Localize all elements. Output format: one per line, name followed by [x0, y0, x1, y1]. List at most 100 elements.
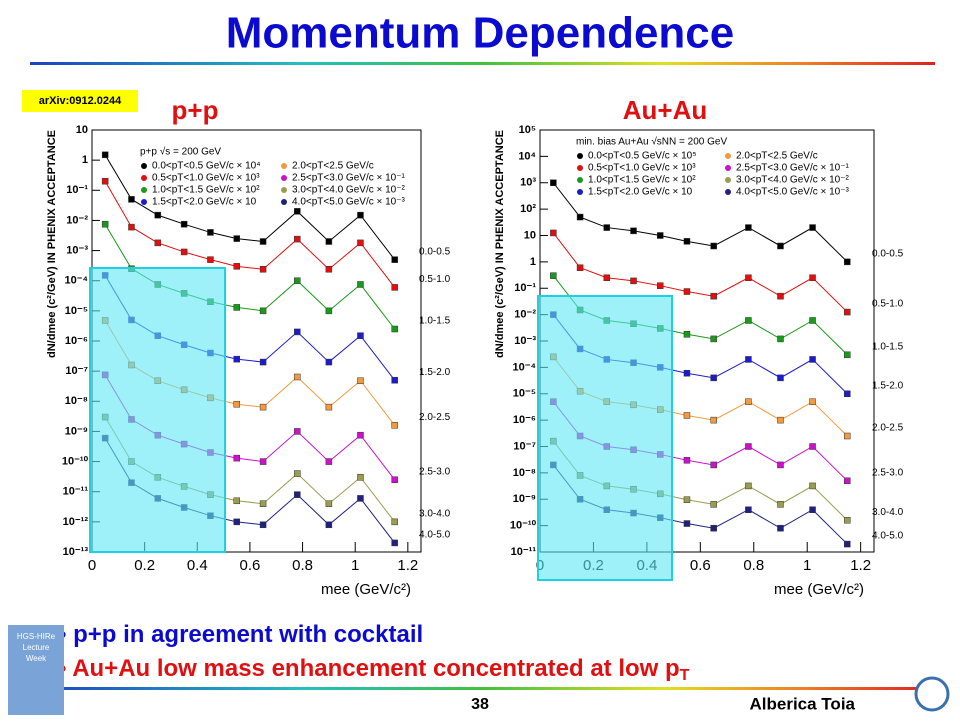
data-point	[259, 238, 267, 245]
data-point	[576, 264, 584, 271]
data-point	[683, 331, 691, 338]
data-point	[357, 431, 364, 439]
range-label: 4.0-5.0	[872, 531, 904, 542]
data-point	[777, 416, 784, 424]
data-point	[777, 501, 784, 508]
data-point	[844, 351, 851, 359]
data-point	[809, 224, 816, 231]
y-tick-label: 10⁻⁵	[513, 388, 536, 400]
data-point	[777, 524, 784, 532]
data-point	[154, 211, 162, 219]
data-point	[809, 317, 816, 324]
y-tick-label: 10	[76, 124, 88, 136]
legend-label: 1.5<pT<2.0 GeV/c × 10	[588, 187, 693, 198]
bullet-subscript: T	[680, 667, 690, 684]
data-point	[233, 355, 241, 363]
data-point	[259, 521, 267, 529]
data-point	[325, 307, 333, 315]
data-point	[101, 220, 109, 228]
legend-label: 3.0<pT<4.0 GeV/c × 10⁻²	[292, 185, 406, 196]
data-point	[710, 461, 717, 469]
data-point	[294, 470, 301, 477]
data-point	[809, 506, 816, 513]
y-tick-label: 10⁻⁵	[65, 305, 88, 317]
range-label: 1.0-1.5	[872, 341, 904, 352]
legend-title: min. bias Au+Au √sNN = 200 GeV	[576, 136, 727, 148]
data-point	[294, 428, 301, 435]
y-tick-label: 10⁻¹¹	[511, 546, 537, 558]
data-point	[683, 369, 691, 377]
y-tick-label: 10⁻²	[66, 214, 88, 226]
legend-marker	[141, 199, 147, 205]
range-label: 0.5-1.0	[872, 299, 904, 310]
data-point	[128, 196, 135, 203]
legend-label: 0.0<pT<0.5 GeV/c × 10⁴	[152, 161, 261, 172]
y-tick-label: 10⁻¹	[66, 184, 88, 196]
legend-marker	[577, 165, 583, 171]
x-tick-label: 0.8	[292, 557, 313, 574]
legend-label: 2.5<pT<3.0 GeV/c × 10⁻¹	[292, 173, 406, 184]
data-point	[844, 390, 851, 397]
data-point	[745, 398, 752, 405]
legend-label: 4.0<pT<5.0 GeV/c × 10⁻³	[736, 187, 850, 198]
data-point	[325, 238, 333, 245]
y-axis-label: dN/dmee (c²/GeV) IN PHENIX ACCEPTANCE	[494, 130, 506, 358]
x-tick-label: 0.6	[239, 557, 260, 574]
y-tick-label: 10⁻⁹	[65, 425, 88, 437]
legend-marker	[725, 189, 731, 195]
data-point	[777, 461, 784, 469]
data-point	[233, 304, 241, 311]
data-point	[259, 307, 267, 315]
y-tick-label: 10⁻⁴	[513, 361, 536, 373]
cern-logo	[914, 676, 950, 712]
data-point	[391, 325, 398, 333]
data-point	[844, 258, 851, 266]
reference-box	[22, 90, 138, 112]
logo-text: Week	[26, 654, 47, 663]
y-tick-label: 1	[82, 154, 88, 166]
data-point	[745, 224, 752, 231]
data-point	[683, 288, 691, 295]
legend-label: 2.5<pT<3.0 GeV/c × 10⁻¹	[736, 163, 850, 174]
data-point	[777, 292, 784, 300]
data-point	[357, 474, 364, 481]
data-point	[325, 500, 333, 507]
data-point	[233, 497, 241, 505]
legend-label: 0.5<pT<1.0 GeV/c × 10³	[588, 163, 696, 174]
x-tick-label: 0.6	[690, 557, 711, 574]
range-label: 1.0-1.5	[419, 316, 451, 327]
legend-marker	[281, 175, 287, 181]
y-tick-label: 10⁻³	[66, 244, 88, 256]
y-tick-label: 10⁻⁹	[513, 493, 536, 505]
logo-text: Lecture	[23, 643, 50, 652]
data-point	[101, 151, 109, 159]
x-tick-label: 0.8	[743, 557, 764, 574]
data-point	[233, 400, 241, 408]
data-point	[294, 373, 301, 381]
data-point	[603, 274, 611, 282]
legend-marker	[281, 199, 287, 205]
range-label: 0.0-0.5	[419, 246, 451, 257]
y-tick-label: 1	[530, 256, 536, 268]
data-point	[777, 374, 784, 382]
reference: arXiv:0912.0244	[39, 95, 122, 107]
data-point	[325, 521, 333, 529]
y-tick-label: 10⁻¹⁰	[62, 455, 89, 467]
data-point	[710, 292, 717, 300]
y-tick-label: 10⁻¹²	[63, 516, 89, 528]
data-point	[809, 482, 816, 490]
author: Alberica Toia	[750, 694, 856, 713]
data-point	[745, 356, 752, 363]
data-point	[294, 328, 301, 336]
data-point	[259, 500, 267, 507]
data-point	[844, 308, 851, 316]
bullet: • p+p in agreement with cocktail	[58, 621, 423, 648]
data-point	[233, 454, 241, 462]
data-point	[683, 412, 691, 419]
data-point	[550, 179, 557, 186]
range-label: 0.0-0.5	[872, 249, 904, 260]
x-tick-label: 0.2	[134, 557, 155, 574]
data-point	[357, 281, 364, 288]
data-point	[576, 213, 584, 221]
